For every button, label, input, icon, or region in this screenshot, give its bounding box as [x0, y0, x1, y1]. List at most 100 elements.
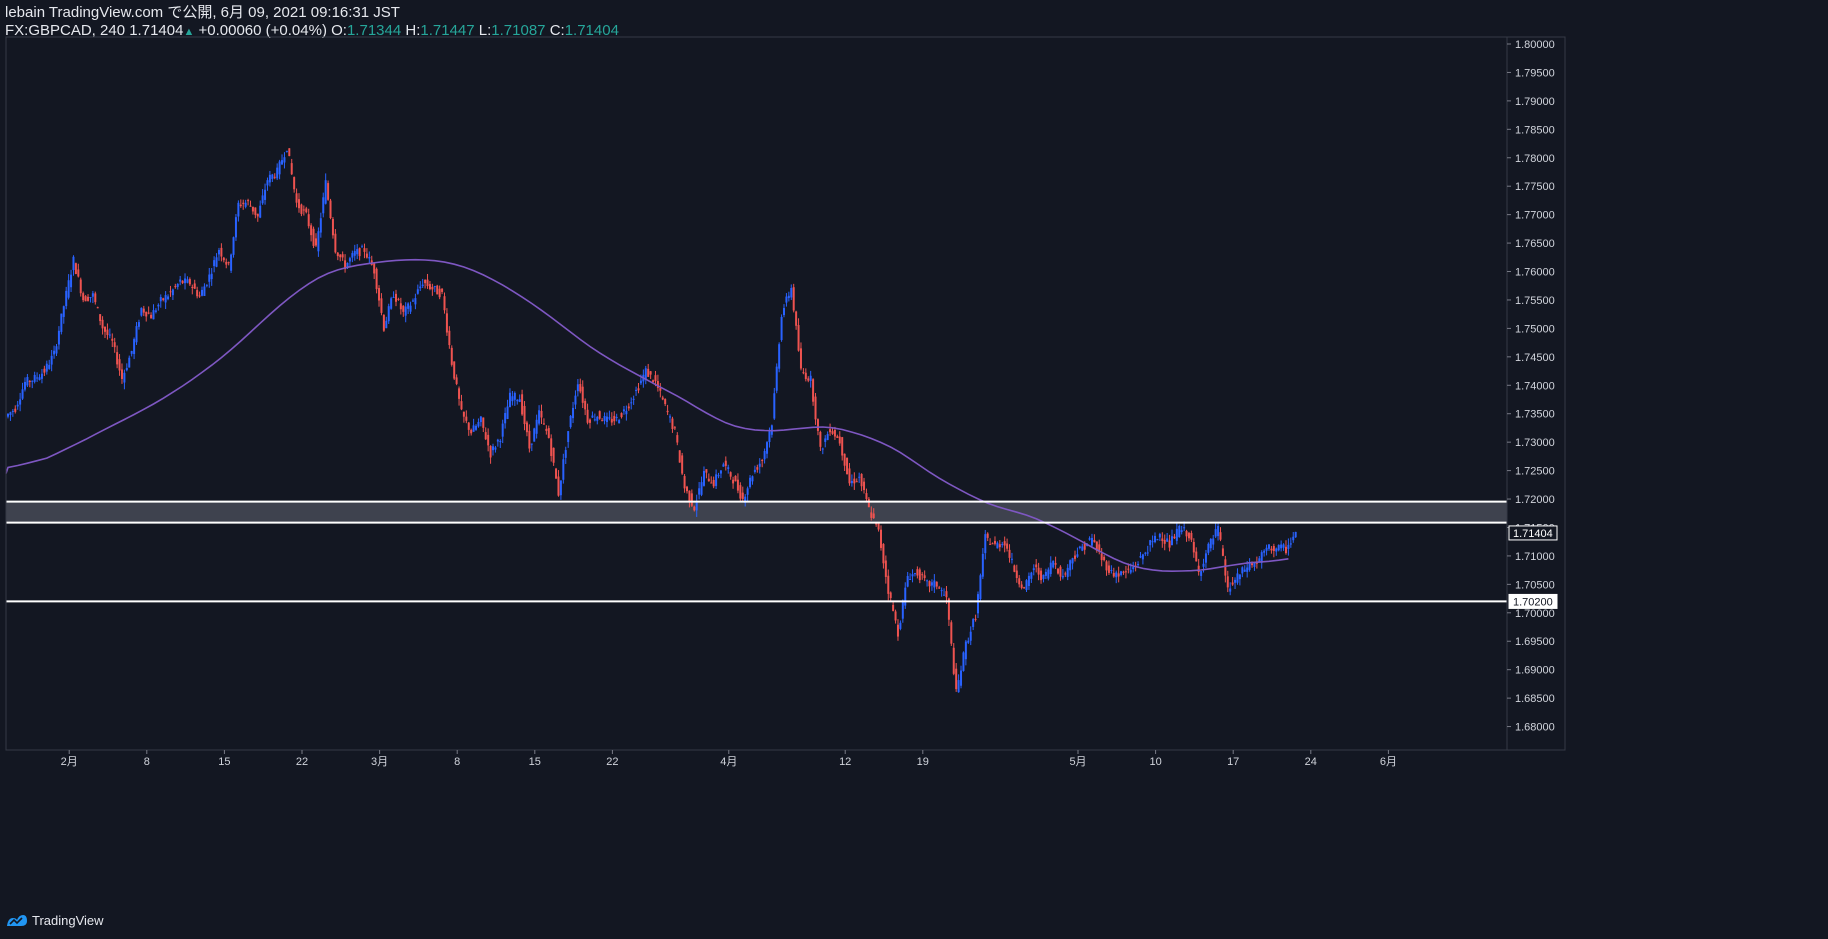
price-axis-labels: 1.71404 1.70200 — [1508, 525, 1558, 609]
candle-body — [116, 352, 119, 365]
zone-rect — [6, 501, 1507, 523]
candle-body — [739, 485, 742, 499]
candle-body — [918, 569, 921, 581]
candle-body — [521, 394, 524, 415]
candle-body — [256, 213, 259, 217]
candle-body — [1112, 572, 1115, 577]
price-label: 1.70200 — [1508, 593, 1558, 609]
candle-body — [610, 418, 613, 423]
candle-body — [268, 174, 271, 183]
candle-body — [283, 157, 286, 163]
tradingview-brand[interactable]: TradingView — [6, 910, 104, 930]
candle-body — [962, 652, 965, 671]
candle-body — [664, 398, 667, 405]
candle-body — [977, 594, 979, 614]
candle-body — [649, 371, 652, 375]
candle-body — [53, 350, 56, 355]
candle-body — [1124, 571, 1127, 573]
candle-body — [145, 311, 148, 317]
candle-body — [62, 306, 65, 317]
candle-body — [652, 380, 655, 383]
candle-body — [896, 624, 899, 637]
time-axis[interactable]: 2月 8 15 22 3月 8 15 22 4月 12 19 5月 10 17 24 6月 — [61, 750, 1397, 768]
candle-body — [1282, 544, 1285, 548]
price-axis[interactable]: 1.80000 1.79500 1.79000 1.78500 1.78000 1.775… — [1507, 39, 1555, 734]
candle-body — [227, 262, 230, 264]
candle-body — [712, 479, 715, 487]
candle-body — [926, 580, 929, 582]
open-value: 1.71344 — [346, 22, 402, 39]
candle-body — [356, 249, 359, 255]
candle-body — [327, 183, 330, 200]
candle-body — [378, 288, 381, 301]
candle-body — [1166, 538, 1169, 542]
candle-body — [824, 438, 827, 442]
candle-body — [715, 474, 718, 486]
candle-body — [681, 455, 684, 474]
candle-body — [906, 575, 909, 587]
price-tick-label: 1.74000 — [1515, 380, 1555, 392]
candle-body — [807, 378, 810, 381]
candle-body — [184, 278, 187, 284]
candle-body — [487, 434, 490, 446]
candle-body — [462, 411, 465, 417]
candle-body — [1265, 547, 1268, 551]
candle-body — [678, 450, 681, 463]
candle-body — [188, 279, 191, 285]
price-label: 1.71404 — [1508, 525, 1558, 541]
tradingview-logo-icon — [7, 915, 27, 926]
candle-body — [870, 512, 873, 518]
candle-body — [901, 601, 904, 619]
candle-body — [756, 467, 759, 470]
candle-body — [695, 501, 698, 511]
candle-body — [174, 286, 177, 288]
price-label-text: 1.70200 — [1513, 596, 1553, 608]
candle-body — [972, 619, 975, 627]
candle-body — [368, 257, 371, 259]
candle-body — [511, 396, 514, 402]
candle-body — [1120, 571, 1123, 575]
candle-body — [540, 410, 543, 418]
candle-body — [1207, 543, 1210, 553]
candle-body — [1066, 567, 1069, 577]
candle-body — [128, 357, 131, 368]
candle-body — [26, 377, 29, 386]
candle-body — [375, 268, 378, 290]
candle-body — [613, 415, 616, 422]
candle-body — [945, 591, 948, 598]
candle-body — [329, 200, 332, 219]
candle-body — [409, 305, 412, 312]
candle-body — [763, 450, 766, 460]
candle-body — [1042, 574, 1045, 580]
candle-body — [1248, 563, 1251, 570]
candle-body — [867, 498, 870, 508]
candle-body — [55, 346, 58, 354]
candle-body — [1151, 541, 1154, 543]
candle-body — [57, 330, 60, 345]
candle-body — [792, 287, 795, 311]
candle-body — [365, 253, 368, 258]
candle-body — [499, 440, 502, 443]
candle-body — [285, 150, 288, 152]
candle-body — [831, 431, 834, 434]
candle-body — [518, 399, 521, 402]
candle-body — [191, 286, 194, 288]
time-tick-label: 8 — [454, 756, 460, 768]
candle-body — [312, 228, 315, 246]
candle-body — [358, 248, 361, 257]
candle-body — [1044, 571, 1047, 576]
candle-body — [426, 279, 429, 287]
time-tick-label: 5月 — [1069, 756, 1086, 768]
candle-body — [1132, 567, 1135, 570]
candle-body — [1272, 546, 1275, 551]
price-label-bg — [1508, 593, 1558, 609]
candle-body — [1115, 572, 1118, 578]
candle-body — [392, 296, 395, 298]
candle-body — [19, 399, 22, 405]
candle-body — [608, 417, 611, 419]
price-tick-label: 1.79000 — [1515, 96, 1555, 108]
candle-body — [1144, 552, 1147, 554]
candle-body — [1209, 538, 1212, 549]
candle-body — [222, 257, 225, 261]
